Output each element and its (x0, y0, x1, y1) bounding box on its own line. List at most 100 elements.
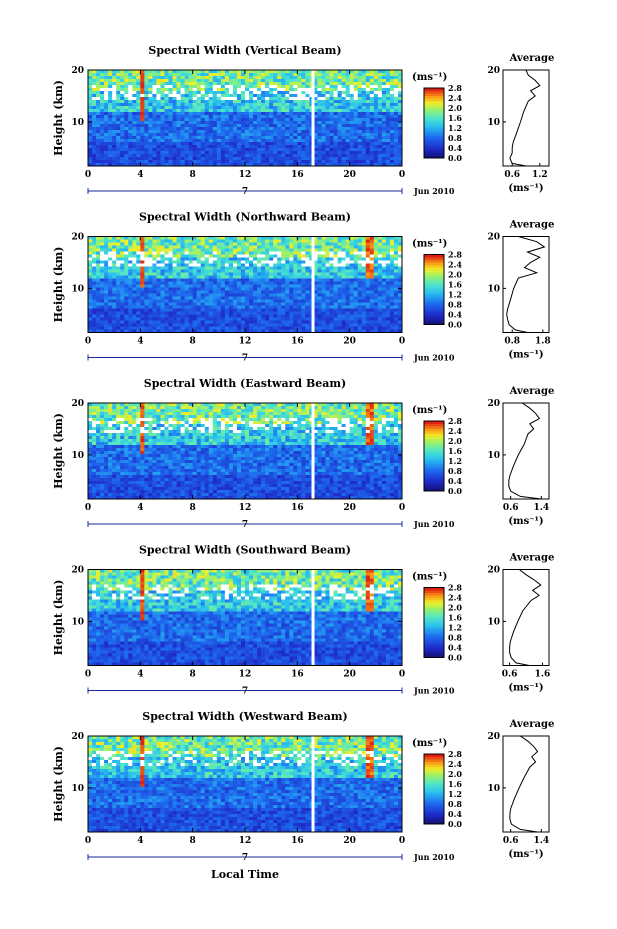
heatmap-cell (362, 318, 366, 321)
heatmap-cell (350, 103, 354, 106)
heatmap-cell (342, 124, 346, 127)
heatmap-cell (253, 300, 257, 303)
heatmap-cell (177, 121, 181, 124)
heatmap-cell (394, 160, 398, 163)
heatmap-cell (305, 121, 309, 124)
heatmap-cell (338, 103, 342, 106)
heatmap-cell (124, 318, 128, 321)
heatmap-cell (225, 97, 229, 100)
heatmap-cell (342, 306, 346, 309)
heatmap-cell (317, 318, 321, 321)
heatmap-cell (394, 112, 398, 115)
heatmap-cell (342, 79, 346, 82)
heatmap-cell (269, 139, 273, 142)
heatmap-cell (124, 118, 128, 121)
heatmap-cell (362, 112, 366, 115)
heatmap-cell (132, 303, 136, 306)
heatmap-cell (104, 306, 108, 309)
panel-1: Spectral Width (Vertical Beam)1020Height… (52, 44, 554, 197)
heatmap-cell (213, 76, 217, 79)
heatmap-cell (289, 100, 293, 103)
heatmap-cell (330, 79, 334, 82)
heatmap-cell (108, 85, 112, 88)
heatmap-cell (88, 85, 92, 88)
heatmap-cell (346, 294, 350, 297)
heatmap-cell (394, 246, 398, 249)
heatmap-cell (225, 240, 229, 243)
heatmap-cell (346, 321, 350, 324)
heatmap-cell (257, 282, 261, 285)
heatmap-cell (92, 106, 96, 109)
heatmap-cell (144, 300, 148, 303)
heatmap-cell (293, 109, 297, 112)
heatmap-cell (92, 306, 96, 309)
heatmap-cell (374, 324, 378, 327)
heatmap-cell (237, 100, 241, 103)
heatmap-cell (394, 300, 398, 303)
heatmap-cell (281, 243, 285, 246)
heatmap-cell (346, 157, 350, 160)
heatmap-cell (156, 115, 160, 118)
heatmap-cell (370, 76, 374, 79)
heatmap-cell (201, 306, 205, 309)
heatmap-cell (100, 148, 104, 151)
heatmap-cell (169, 309, 173, 312)
heatmap-cell (382, 240, 386, 243)
heatmap-cell (370, 115, 374, 118)
heatmap-cell (193, 73, 197, 76)
heatmap-cell (185, 288, 189, 291)
heatmap-cell (213, 145, 217, 148)
heatmap-cell (338, 76, 342, 79)
heatmap-cell (374, 300, 378, 303)
heatmap-cell (382, 279, 386, 282)
colorbar-swatch (424, 121, 444, 124)
heatmap-cell (277, 73, 281, 76)
heatmap-cell (193, 261, 197, 264)
heatmap-cell (201, 157, 205, 160)
heatmap-cell (144, 258, 148, 261)
heatmap-cell (269, 100, 273, 103)
heatmap-cell (140, 97, 144, 100)
heatmap-cell (261, 249, 265, 252)
heatmap-cell (185, 282, 189, 285)
heatmap-cell (394, 270, 398, 273)
heatmap-cell (257, 121, 261, 124)
heatmap-cell (112, 112, 116, 115)
heatmap-cell (277, 118, 281, 121)
heatmap-cell (293, 85, 297, 88)
heatmap-cell (221, 127, 225, 130)
heatmap-cell (104, 130, 108, 133)
heatmap-cell (261, 112, 265, 115)
heatmap-cell (92, 133, 96, 136)
heatmap-cell (249, 79, 253, 82)
x-tick-label: 4 (137, 170, 143, 180)
heatmap-cell (189, 261, 193, 264)
heatmap-cell (124, 100, 128, 103)
heatmap-cell (193, 294, 197, 297)
heatmap-cell (132, 252, 136, 255)
heatmap-cell (217, 160, 221, 163)
heatmap-cell (342, 318, 346, 321)
heatmap-cell (261, 133, 265, 136)
heatmap-cell (128, 73, 132, 76)
colorbar-tick-label: 2.4 (448, 93, 462, 103)
heatmap-cell (173, 94, 177, 97)
heatmap-cell (390, 267, 394, 270)
heatmap-cell (124, 300, 128, 303)
heatmap-cell (265, 240, 269, 243)
heatmap-cell (197, 306, 201, 309)
heatmap-cell (152, 91, 156, 94)
heatmap-cell (116, 309, 120, 312)
heatmap-cell (205, 88, 209, 91)
heatmap-cell (185, 261, 189, 264)
heatmap-cell (209, 321, 213, 324)
heatmap-cell (128, 151, 132, 154)
heatmap-cell (136, 255, 140, 258)
heatmap-cell (305, 294, 309, 297)
heatmap-cell (390, 240, 394, 243)
heatmap-cell (132, 285, 136, 288)
heatmap-cell (140, 151, 144, 154)
heatmap-cell (237, 136, 241, 139)
heatmap-cell (370, 151, 374, 154)
heatmap-cell (209, 312, 213, 315)
